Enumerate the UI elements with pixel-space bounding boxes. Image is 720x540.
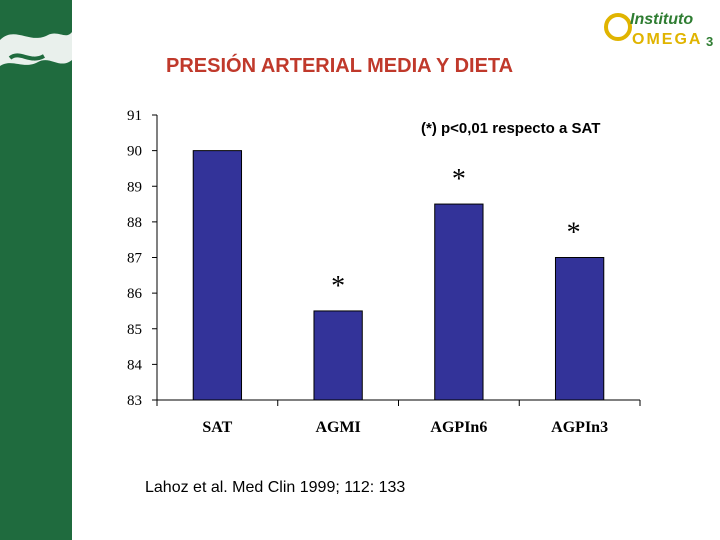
- svg-text:Instituto: Instituto: [630, 11, 693, 28]
- y-tick-label: 87: [127, 251, 143, 267]
- x-tick-label: AGMI: [315, 419, 360, 436]
- x-axis: [156, 399, 641, 406]
- significance-note: (*) p<0,01 respecto a SAT: [421, 120, 601, 137]
- sidebar-band: [0, 0, 72, 540]
- significance-star: *: [331, 271, 345, 302]
- y-tick-label: 88: [127, 215, 142, 231]
- y-tick-label: 86: [127, 286, 143, 302]
- svg-text:3: 3: [706, 34, 713, 49]
- wave-emblem-icon: [0, 32, 72, 66]
- bars-group: [192, 150, 605, 401]
- x-tick-label: AGPIn3: [551, 419, 608, 436]
- y-tick-label: 91: [127, 108, 142, 124]
- significance-star: *: [452, 164, 466, 195]
- y-tick-label: 84: [127, 357, 143, 373]
- significance-markers: * * *: [331, 164, 581, 302]
- instituto-omega3-logo: Instituto OMEGA 3: [604, 4, 716, 50]
- category-labels: SAT AGMI AGPIn6 AGPIn3: [202, 419, 608, 436]
- bar-agpin6: [434, 203, 484, 401]
- bar-sat: [192, 150, 243, 401]
- bar-chart: 83 84 85 86 87 88 89 90 91 SAT AGMI AGPIn6 AGPIn3 *…: [127, 108, 641, 436]
- bar-agpin3: [554, 257, 605, 401]
- x-tick-label: AGPIn6: [430, 419, 487, 436]
- svg-text:OMEGA: OMEGA: [632, 31, 702, 48]
- bar-agmi: [313, 310, 363, 401]
- y-tick-label: 90: [127, 144, 142, 160]
- source-citation: Lahoz et al. Med Clin 1999; 112: 133: [145, 479, 406, 496]
- significance-star: *: [567, 218, 581, 249]
- y-tick-label: 83: [127, 393, 142, 409]
- x-tick-label: SAT: [202, 419, 232, 436]
- y-tick-label: 85: [127, 322, 142, 338]
- y-axis: 83 84 85 86 87 88 89 90 91: [127, 108, 158, 409]
- page-title: PRESIÓN ARTERIAL MEDIA Y DIETA: [166, 55, 514, 77]
- y-tick-label: 89: [127, 179, 142, 195]
